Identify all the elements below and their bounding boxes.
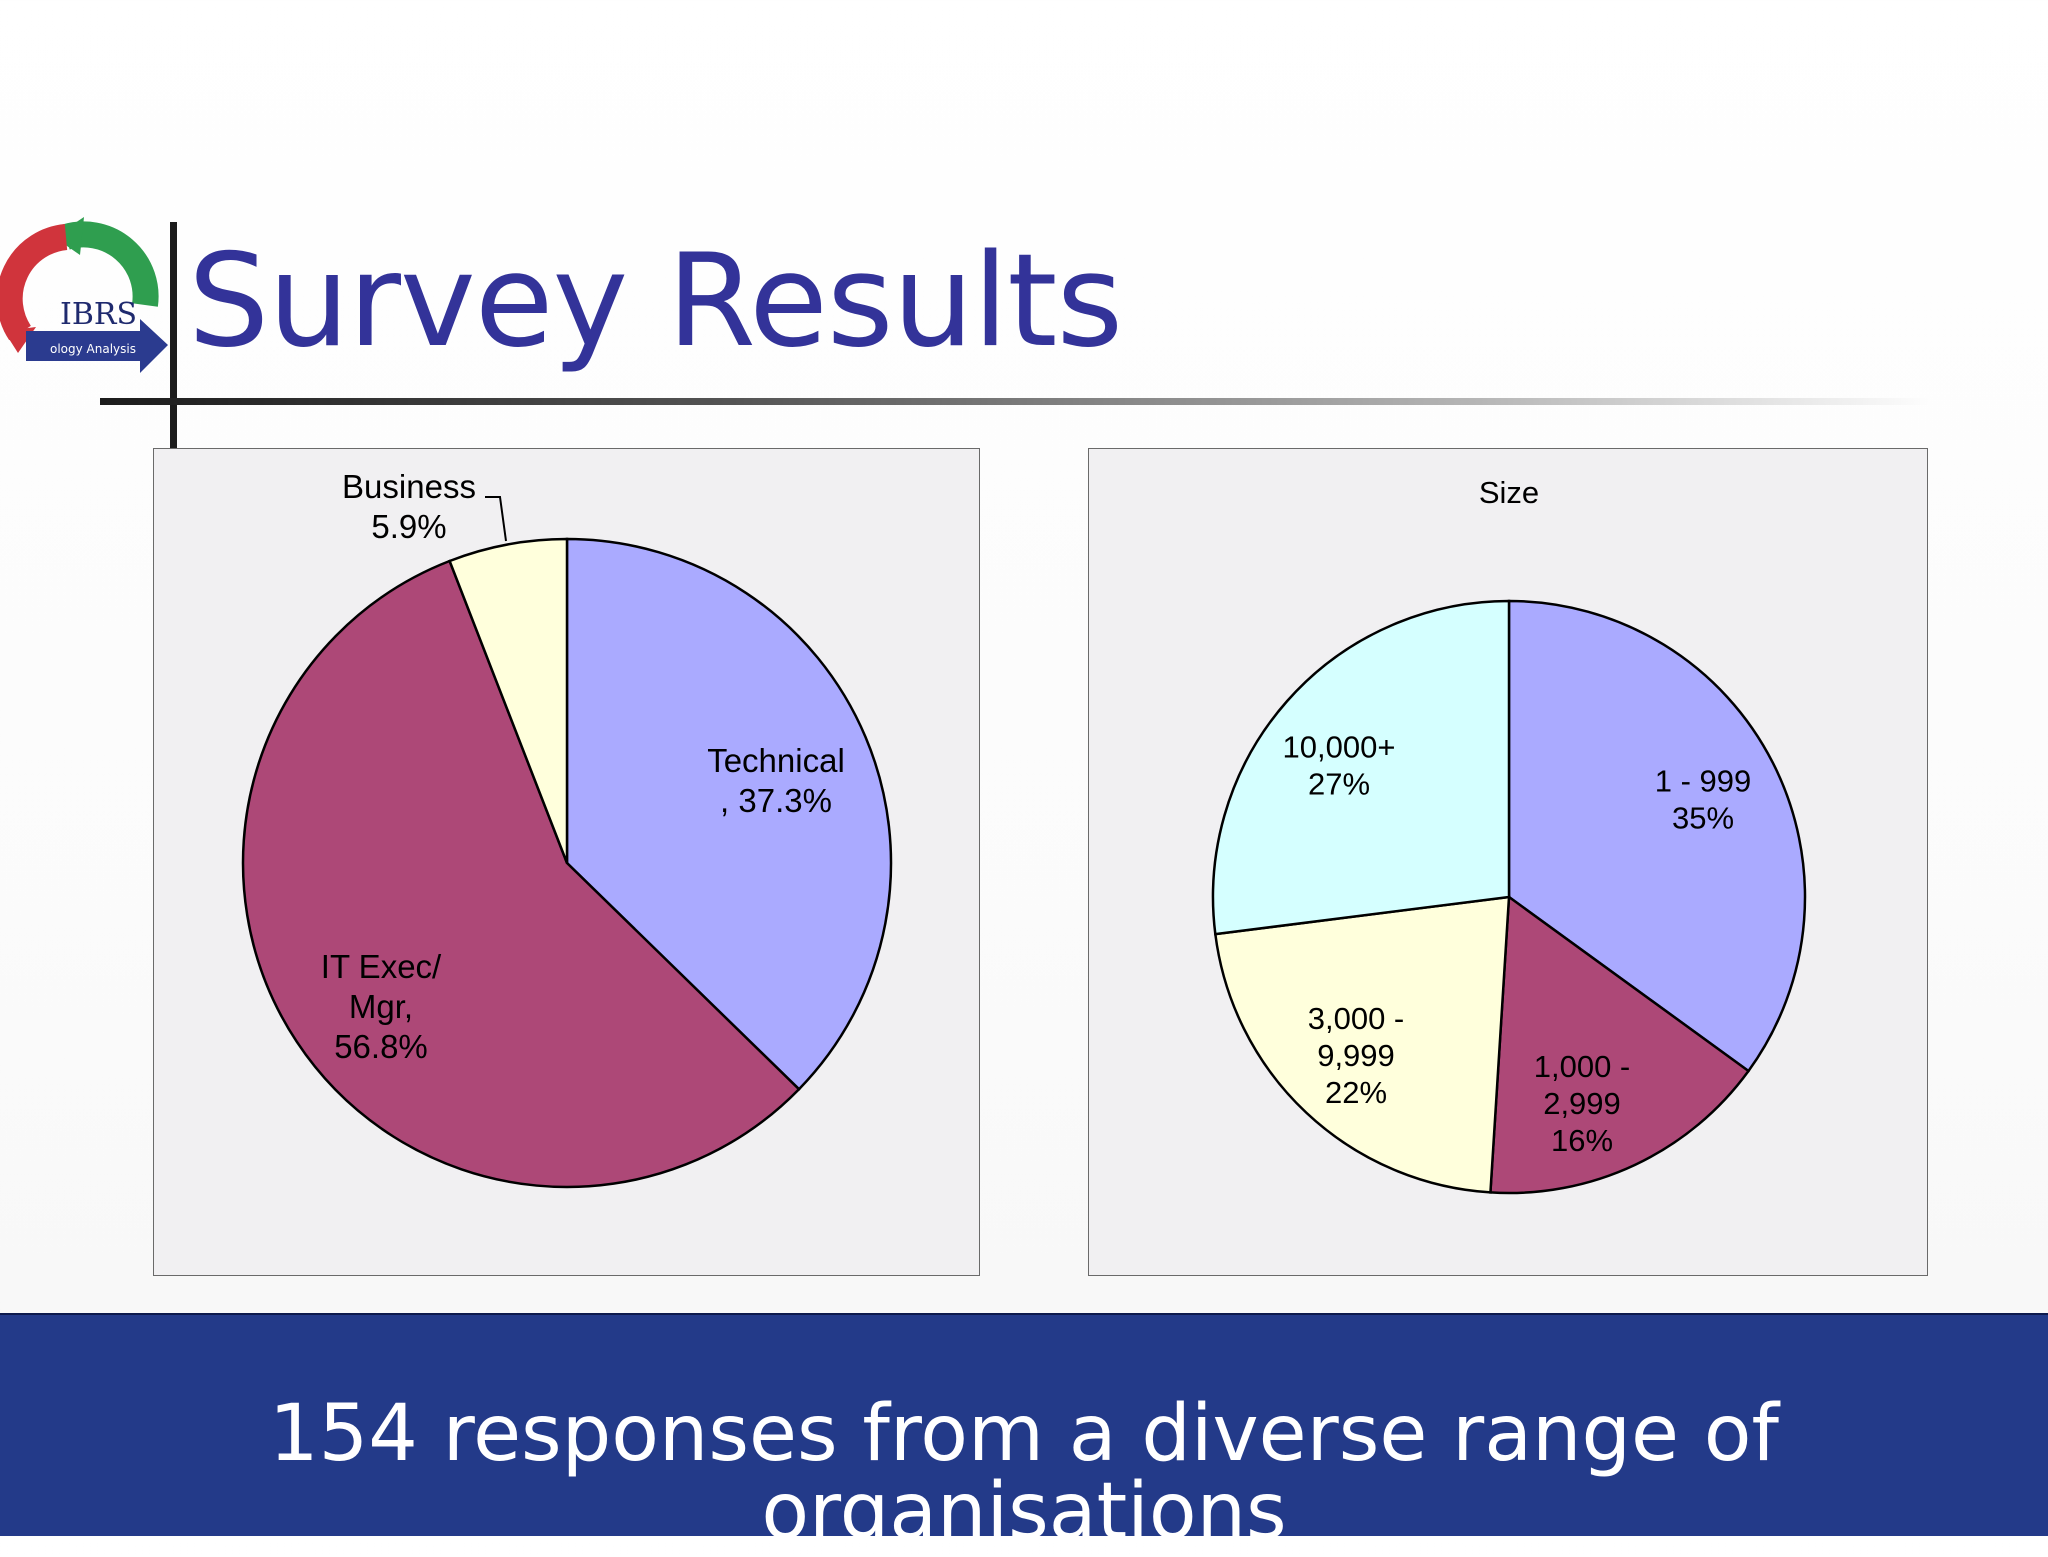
- footer-banner: 154 responses from a diverse range of or…: [0, 1313, 2048, 1551]
- pie1-label-3: 10,000+ 27%: [1283, 730, 1396, 802]
- chart-panel-role: Technical, 37.3% IT Exec/Mgr, 56.8% Busines…: [153, 448, 980, 1276]
- pie0-leader-line: [485, 496, 507, 542]
- size-pie-chart: Size 1 - 999 35% 1,000 -2,999 16% 3,000 -9,99…: [1211, 475, 1807, 1195]
- pie1-label-0: 1 - 999 35%: [1655, 764, 1752, 836]
- footer-text: 154 responses from a diverse range of or…: [269, 1389, 1779, 1557]
- pie0-slice-1: [241, 559, 801, 1189]
- pie1-title: Size: [1479, 475, 1539, 510]
- pie0-slice-2: [448, 537, 569, 864]
- pie1-slice-2: [1213, 895, 1511, 1194]
- pie1-slice-0: [1507, 599, 1807, 1073]
- pie1-label-1: 1,000 -2,999 16%: [1534, 1049, 1631, 1158]
- ibrs-logo: IBRS ology Analysis: [0, 215, 175, 395]
- role-pie-chart: Technical, 37.3% IT Exec/Mgr, 56.8% Busines…: [241, 468, 893, 1189]
- pie1-slice-1: [1489, 894, 1751, 1195]
- pie0-slice-0: [565, 537, 893, 1091]
- page-title: Survey Results: [188, 227, 1123, 376]
- pie0-label-2: Business 5.9%: [342, 468, 476, 545]
- pie0-label-1: IT Exec/Mgr, 56.8%: [321, 948, 442, 1065]
- pie1-slice-3: [1211, 599, 1511, 936]
- logo-text: IBRS: [60, 297, 137, 332]
- svg-text:ology Analysis: ology Analysis: [50, 342, 136, 356]
- pie0-label-0: Technical, 37.3%: [707, 742, 845, 819]
- title-vertical-rule: [170, 222, 177, 450]
- pie1-label-2: 3,000 -9,999 22%: [1308, 1001, 1405, 1110]
- chart-panel-size: Size 1 - 999 35% 1,000 -2,999 16% 3,000 -9,99…: [1088, 448, 1928, 1276]
- title-horizontal-rule: [100, 398, 1930, 405]
